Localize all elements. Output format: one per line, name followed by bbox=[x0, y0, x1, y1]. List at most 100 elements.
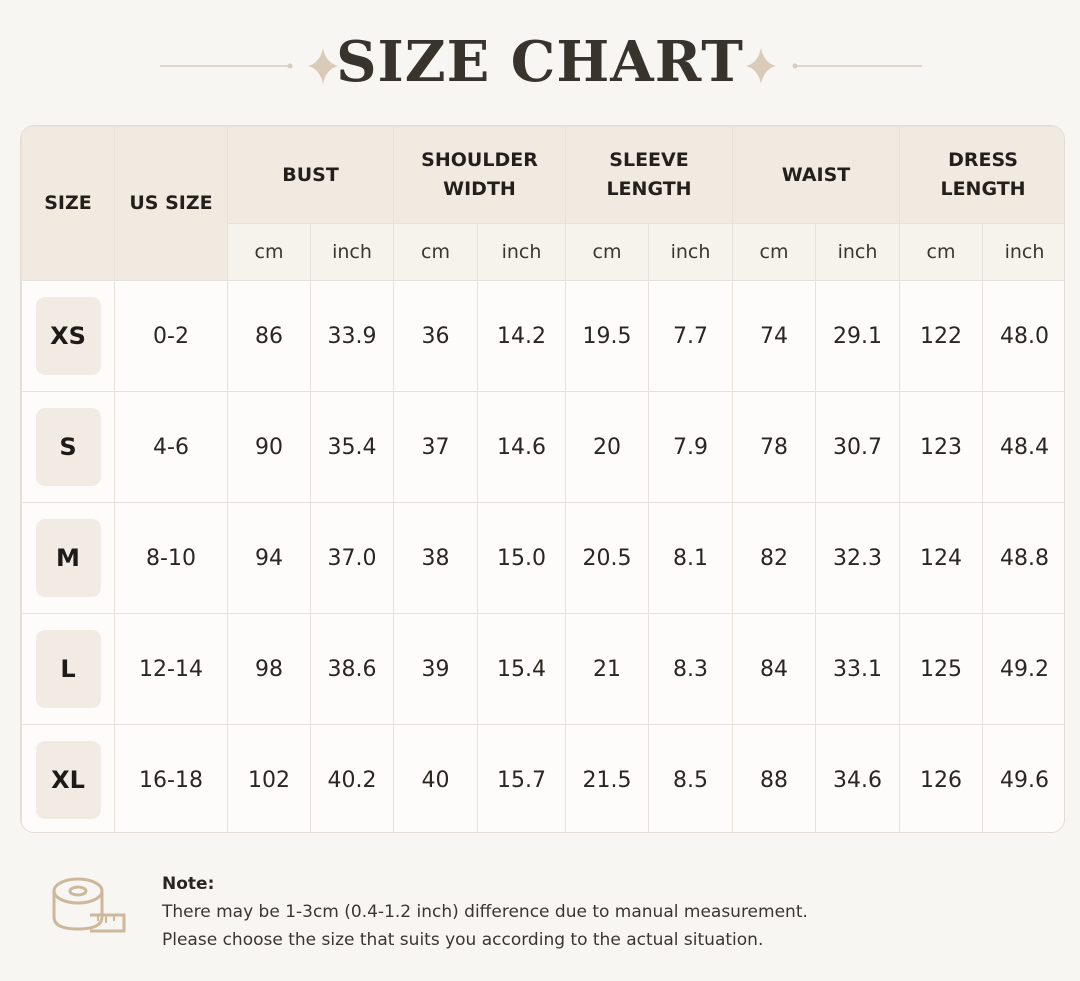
unit-header: cm bbox=[227, 223, 311, 281]
measurement: 19.5 bbox=[565, 280, 649, 392]
unit-row: cm inch cm inch cm inch cm inch cm inch bbox=[22, 223, 1064, 281]
measurement: 8.3 bbox=[647, 613, 734, 725]
measurement: 20 bbox=[565, 391, 649, 503]
size-row: XS 0-2 86 33.9 36 14.2 19.5 7.7 74 29.1 122 48.0 bbox=[21, 280, 1064, 392]
measurement: 33.9 bbox=[310, 280, 394, 392]
measurement: 14.6 bbox=[477, 391, 566, 503]
measurement: 8.1 bbox=[647, 502, 734, 614]
measurement: 74 bbox=[732, 280, 817, 392]
size-cell: S bbox=[21, 391, 115, 503]
measurement: 40 bbox=[393, 724, 478, 832]
measurement: 21 bbox=[565, 613, 649, 725]
unit-header: cm bbox=[393, 223, 478, 281]
group-header: SHOULDER WIDTH bbox=[421, 149, 538, 200]
measurement: 38.6 bbox=[310, 613, 394, 725]
column-header: US SIZE bbox=[114, 126, 228, 281]
group-header-cell: SLEEVE LENGTH bbox=[564, 126, 734, 224]
measurement: 36 bbox=[393, 280, 478, 392]
size-cell: XS bbox=[21, 280, 115, 392]
group-header-cell: WAIST bbox=[732, 126, 901, 224]
measurement: 37.0 bbox=[310, 502, 394, 614]
group-header: DRESS LENGTH bbox=[940, 149, 1026, 200]
size-cell: L bbox=[21, 613, 115, 725]
size-badge: M bbox=[35, 519, 101, 597]
unit-header: cm bbox=[565, 223, 649, 281]
measurement: 35.4 bbox=[310, 391, 394, 503]
measurement: 88 bbox=[732, 724, 817, 832]
measurement: 37 bbox=[393, 391, 478, 503]
size-row: M 8-10 94 37.0 38 15.0 20.5 8.1 82 32.3 124 48.8 bbox=[21, 502, 1064, 614]
group-header: BUST bbox=[282, 163, 339, 186]
measurement: 94 bbox=[227, 502, 311, 614]
measurement: 7.7 bbox=[647, 280, 734, 392]
measurement: 84 bbox=[732, 613, 817, 725]
measurement: 15.7 bbox=[477, 724, 566, 832]
measurement: 32.3 bbox=[815, 502, 901, 614]
measurement: 14.2 bbox=[477, 280, 566, 392]
measurement: 29.1 bbox=[815, 280, 901, 392]
unit-header: inch bbox=[815, 223, 901, 281]
sparkle-right bbox=[746, 48, 776, 84]
group-header: SLEEVE LENGTH bbox=[606, 149, 692, 200]
table-frame: SIZE US SIZE BUST SHOULDER WIDTH SLEEVE LENG… bbox=[20, 125, 1065, 833]
measurement: 38 bbox=[393, 502, 478, 614]
measurement: 15.4 bbox=[477, 613, 566, 725]
measurement: 16-18 bbox=[114, 724, 228, 832]
measurement: 98 bbox=[227, 613, 311, 725]
measurement: 30.7 bbox=[815, 391, 901, 503]
size-badge: XS bbox=[35, 297, 101, 375]
unit-header: cm bbox=[732, 223, 817, 281]
sparkle-left bbox=[308, 48, 338, 84]
size-table: SIZE US SIZE BUST SHOULDER WIDTH SLEEVE LENG… bbox=[21, 126, 1064, 832]
note: Note: There may be 1-3cm (0.4-1.2 inch) … bbox=[162, 870, 808, 954]
measurement: 15.0 bbox=[477, 502, 566, 614]
measurement: 20.5 bbox=[565, 502, 649, 614]
measurement: 124 bbox=[899, 502, 984, 614]
measurement: 8.5 bbox=[647, 724, 734, 832]
measurement: 0-2 bbox=[114, 280, 228, 392]
measurement: 48.0 bbox=[982, 280, 1064, 392]
measurement: 123 bbox=[899, 391, 984, 503]
tape-measure-icon bbox=[52, 877, 126, 933]
dot-right bbox=[792, 63, 798, 69]
measurement: 4-6 bbox=[114, 391, 228, 503]
note-line: There may be 1-3cm (0.4-1.2 inch) differ… bbox=[162, 902, 808, 922]
measurement: 33.1 bbox=[815, 613, 901, 725]
column-header: SIZE bbox=[21, 126, 115, 281]
size-row: XL 16-18 102 40.2 40 15.7 21.5 8.5 88 34.6 126 49.6 bbox=[21, 724, 1064, 832]
measurement: 78 bbox=[732, 391, 817, 503]
measurement: 48.4 bbox=[982, 391, 1064, 503]
unit-header: cm bbox=[899, 223, 984, 281]
size-badge: L bbox=[35, 630, 101, 708]
size-badge: XL bbox=[35, 741, 101, 819]
group-header-cell: DRESS LENGTH bbox=[899, 126, 1064, 224]
group-header-cell: BUST bbox=[227, 126, 394, 224]
measurement: 21.5 bbox=[565, 724, 649, 832]
title: SIZE CHART bbox=[336, 29, 744, 95]
unit-header: inch bbox=[310, 223, 394, 281]
measurement: 126 bbox=[899, 724, 984, 832]
size-cell: XL bbox=[21, 724, 115, 832]
note-label: Note: bbox=[162, 874, 215, 894]
measurement: 12-14 bbox=[114, 613, 228, 725]
measurement: 8-10 bbox=[114, 502, 228, 614]
size-badge: S bbox=[35, 408, 101, 486]
measurement: 125 bbox=[899, 613, 984, 725]
group-header-cell: SHOULDER WIDTH bbox=[393, 126, 566, 224]
measurement: 40.2 bbox=[310, 724, 394, 832]
unit-header: inch bbox=[477, 223, 566, 281]
measurement: 102 bbox=[227, 724, 311, 832]
group-header: WAIST bbox=[781, 163, 851, 186]
size-row: S 4-6 90 35.4 37 14.6 20 7.9 78 30.7 123 48.4 bbox=[21, 391, 1064, 503]
note-line: Please choose the size that suits you ac… bbox=[162, 930, 764, 950]
title-decoration bbox=[160, 48, 922, 84]
dot-left bbox=[287, 63, 293, 69]
measurement: 34.6 bbox=[815, 724, 901, 832]
unit-header: inch bbox=[647, 223, 734, 281]
measurement: 39 bbox=[393, 613, 478, 725]
measurement: 90 bbox=[227, 391, 311, 503]
measurement: 48.8 bbox=[982, 502, 1064, 614]
measurement: 49.6 bbox=[982, 724, 1064, 832]
size-cell: M bbox=[21, 502, 115, 614]
